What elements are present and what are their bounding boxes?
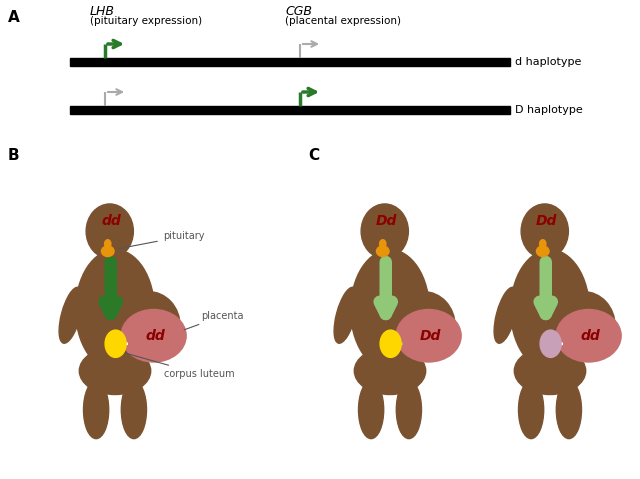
Ellipse shape [518, 381, 544, 439]
Ellipse shape [104, 240, 111, 248]
Text: C: C [308, 148, 319, 163]
Ellipse shape [392, 292, 455, 360]
Ellipse shape [355, 347, 426, 395]
Ellipse shape [351, 250, 429, 370]
Ellipse shape [538, 245, 556, 266]
Ellipse shape [83, 381, 109, 439]
Text: placenta: placenta [184, 311, 244, 330]
Ellipse shape [521, 204, 568, 259]
Ellipse shape [540, 240, 546, 248]
Ellipse shape [86, 204, 133, 259]
Ellipse shape [540, 330, 561, 357]
Ellipse shape [515, 347, 586, 395]
Text: dd: dd [102, 214, 122, 228]
Ellipse shape [396, 309, 461, 362]
Text: CGB: CGB [285, 5, 312, 18]
Text: Dd: Dd [536, 214, 557, 228]
Text: D haplotype: D haplotype [515, 105, 583, 115]
Ellipse shape [121, 309, 186, 362]
Ellipse shape [511, 250, 589, 370]
Text: (pituitary expression): (pituitary expression) [90, 16, 202, 26]
Ellipse shape [376, 246, 389, 256]
Ellipse shape [334, 287, 358, 343]
Ellipse shape [122, 381, 147, 439]
Ellipse shape [79, 347, 150, 395]
Bar [70, 58, 510, 66]
Ellipse shape [536, 246, 549, 256]
Ellipse shape [102, 246, 114, 256]
Ellipse shape [380, 330, 401, 357]
Text: Dd: Dd [420, 329, 442, 343]
Text: corpus luteum: corpus luteum [124, 353, 234, 379]
Text: A: A [8, 10, 20, 25]
Ellipse shape [380, 240, 386, 248]
Ellipse shape [59, 287, 83, 343]
Text: B: B [8, 148, 20, 163]
Ellipse shape [102, 245, 122, 266]
Bar [70, 106, 510, 114]
Text: d haplotype: d haplotype [515, 57, 581, 67]
Text: Dd: Dd [376, 214, 397, 228]
Text: pituitary: pituitary [118, 231, 204, 249]
Ellipse shape [378, 245, 396, 266]
Ellipse shape [552, 292, 615, 360]
Ellipse shape [556, 309, 621, 362]
Ellipse shape [361, 204, 408, 259]
Ellipse shape [556, 381, 582, 439]
Ellipse shape [358, 381, 384, 439]
Ellipse shape [494, 287, 518, 343]
Ellipse shape [105, 330, 126, 357]
Text: dd: dd [146, 329, 166, 343]
Text: dd: dd [580, 329, 600, 343]
Ellipse shape [396, 381, 422, 439]
Text: (placental expression): (placental expression) [285, 16, 401, 26]
Text: LHB: LHB [90, 5, 115, 18]
Ellipse shape [117, 292, 180, 360]
Ellipse shape [76, 250, 154, 370]
